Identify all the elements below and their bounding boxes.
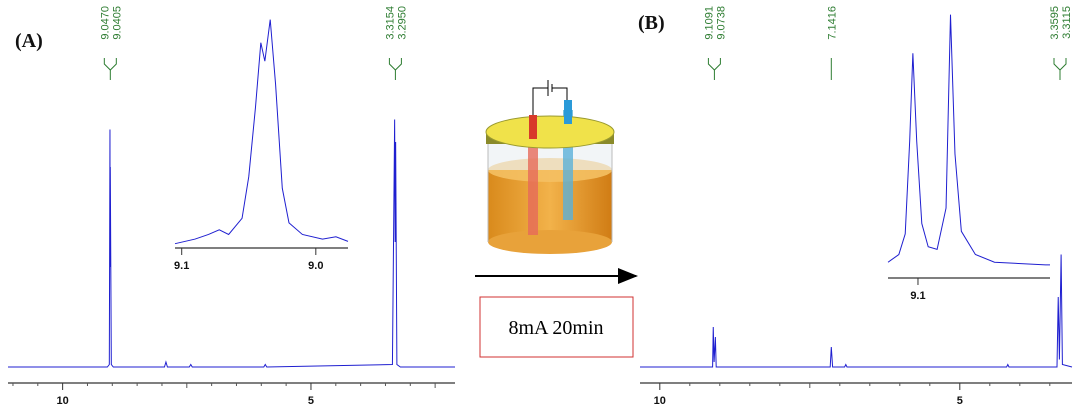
electrolysis-cell	[485, 80, 615, 254]
x-tick-label: 9.1	[174, 260, 189, 272]
peak-fork	[714, 58, 721, 71]
peak-label: 9.0405	[111, 6, 123, 40]
spectrum	[887, 14, 1050, 266]
spectrum	[640, 254, 1073, 368]
spectrum	[8, 119, 455, 368]
peak-label: 9.0738	[715, 6, 727, 40]
condition-box	[479, 296, 634, 358]
peak-fork	[103, 58, 111, 71]
x-tick-label: 9.0	[308, 260, 323, 272]
peak-fork	[109, 58, 117, 71]
x-tick-label: 9.1	[910, 290, 925, 302]
x-tick-label: 10	[654, 395, 666, 407]
panel-label: (B)	[638, 12, 665, 34]
peak-label: 3.3595	[1049, 6, 1061, 40]
x-tick-label: 5	[308, 395, 314, 407]
peak-label: 3.3115	[1061, 6, 1073, 39]
peak-label: 9.0470	[99, 6, 111, 40]
peak-label: 3.2950	[396, 6, 408, 40]
peak-label: 3.3154	[384, 6, 396, 40]
spectrum	[174, 19, 349, 245]
peak-fork	[1053, 58, 1061, 71]
peak-label: 7.1416	[826, 6, 838, 40]
peak-fork	[707, 58, 715, 71]
peak-fork	[395, 58, 402, 71]
panel-label: (A)	[15, 30, 43, 52]
x-tick-label: 10	[57, 395, 69, 407]
condition: 8mA 20min	[508, 317, 603, 339]
x-tick-label: 5	[957, 395, 963, 407]
peak-fork	[1059, 58, 1067, 71]
peak-fork	[388, 58, 396, 71]
peak-label: 9.1091	[703, 6, 715, 40]
